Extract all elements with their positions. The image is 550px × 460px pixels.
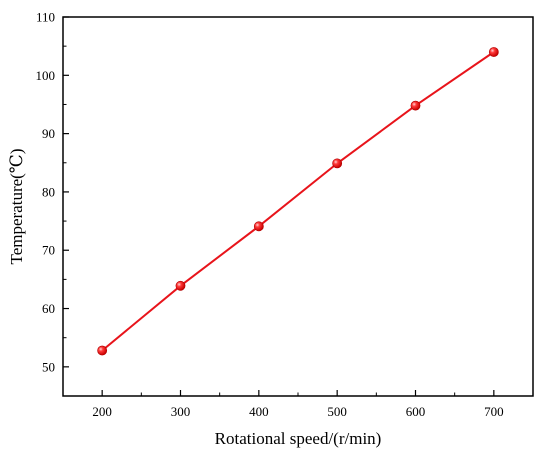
y-tick-label: 110 xyxy=(36,10,55,25)
x-tick-label: 400 xyxy=(249,404,269,419)
x-axis-label: Rotational speed/(r/min) xyxy=(215,429,382,448)
x-tick-label: 300 xyxy=(171,404,191,419)
x-tick-label: 500 xyxy=(327,404,347,419)
data-point xyxy=(488,47,499,57)
tick-labels: 200 300 400 500 600 700 50 60 70 80 90 100 110 xyxy=(36,10,504,420)
data-point xyxy=(97,345,108,356)
data-point xyxy=(175,280,186,291)
x-tick-label: 600 xyxy=(406,404,426,419)
y-tick-label: 100 xyxy=(36,68,56,83)
y-axis-label: Temperature(℃) xyxy=(7,149,26,265)
y-tick-label: 80 xyxy=(42,184,55,199)
y-tick-label: 50 xyxy=(42,359,55,374)
plot-frame xyxy=(62,16,534,397)
y-tick-label: 90 xyxy=(42,126,55,141)
y-tick-label: 60 xyxy=(42,301,55,316)
series-layer xyxy=(97,47,499,356)
series-line xyxy=(101,51,495,352)
data-point xyxy=(253,221,264,232)
data-point xyxy=(410,100,421,111)
y-tick-label: 70 xyxy=(42,243,55,258)
data-point xyxy=(332,158,343,169)
x-tick-label: 700 xyxy=(484,404,504,419)
x-tick-label: 200 xyxy=(92,404,112,419)
